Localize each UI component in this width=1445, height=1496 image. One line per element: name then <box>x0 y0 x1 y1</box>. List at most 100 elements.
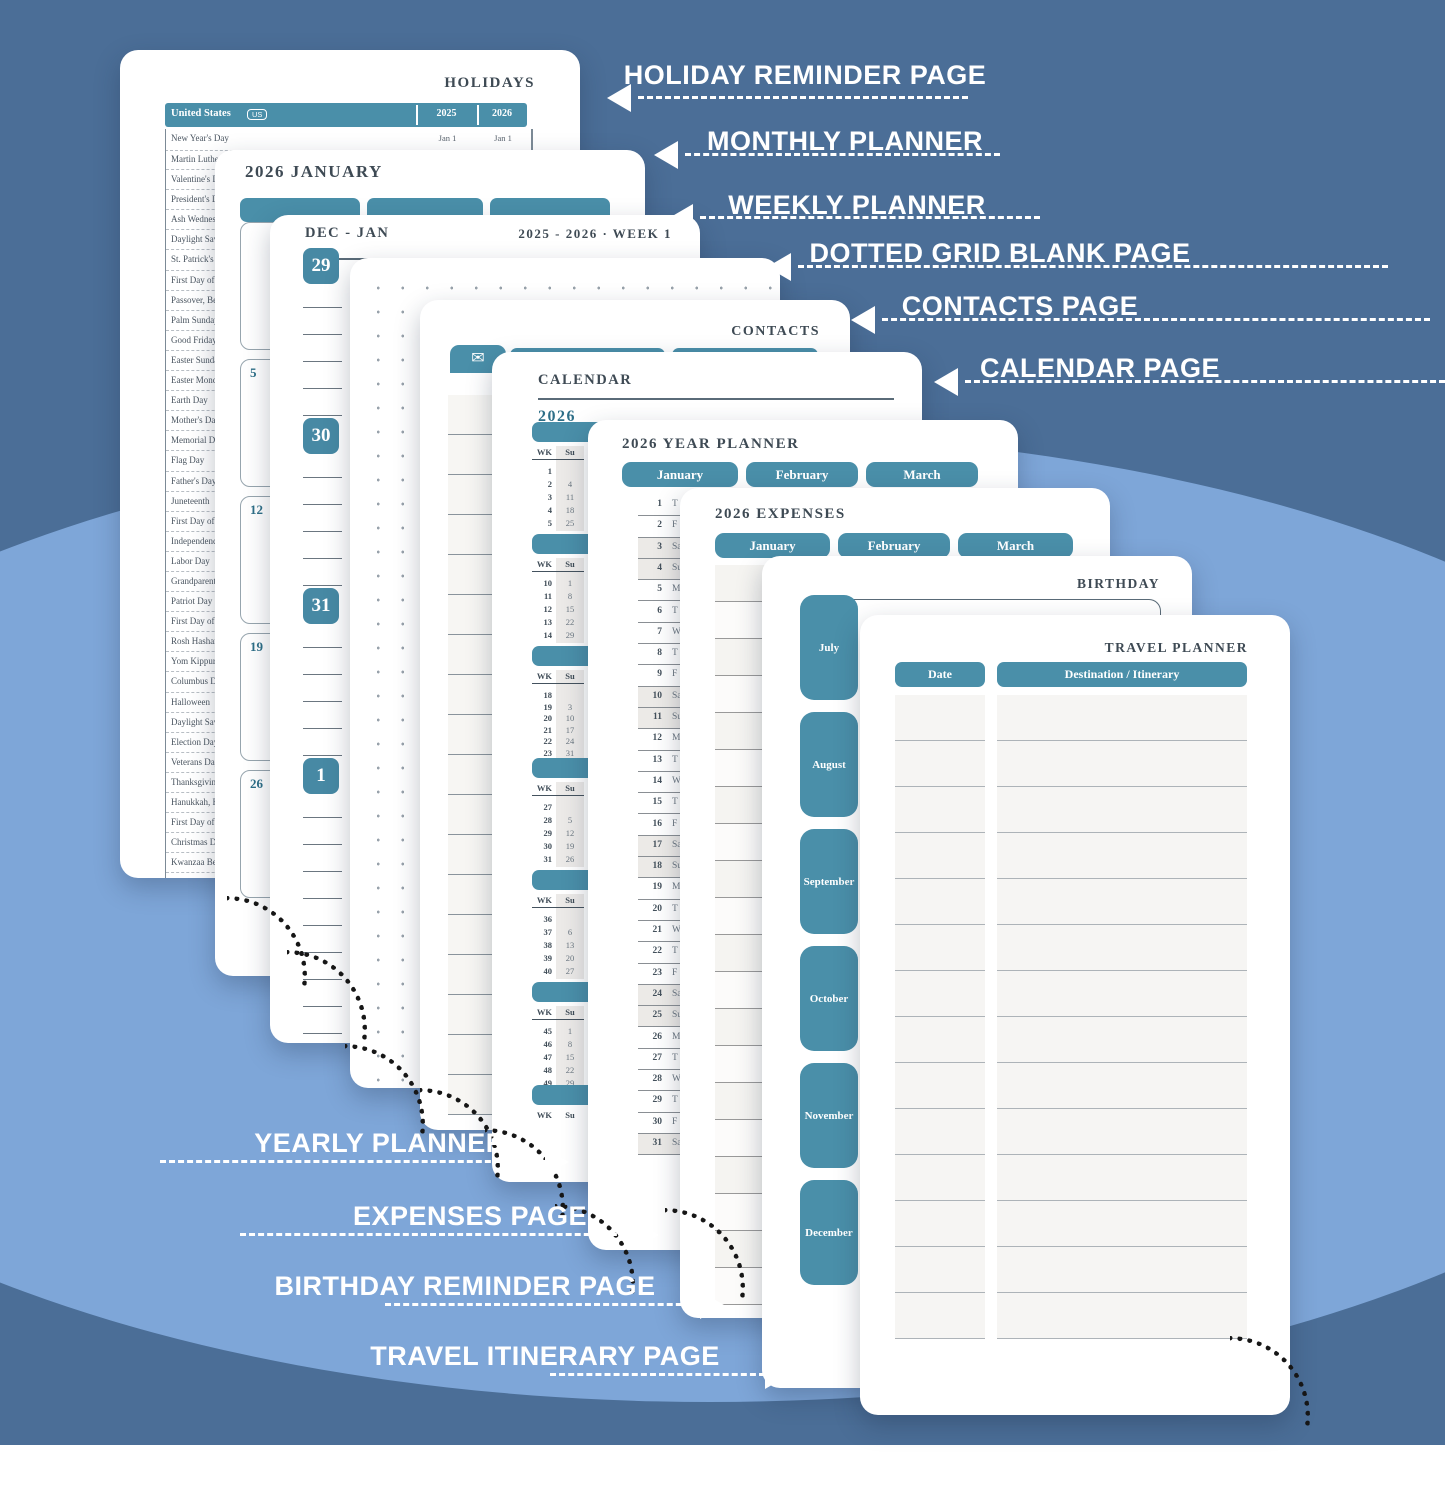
callout-line <box>240 1233 635 1236</box>
travel-destination-cell <box>997 971 1247 1017</box>
travel-destination-cell <box>997 833 1247 879</box>
calendar-sunday-date: 22 <box>565 617 575 627</box>
travel-date-cell <box>895 1017 985 1063</box>
travel-destination-cell <box>997 1109 1247 1155</box>
day-number: 11 <box>653 712 662 722</box>
calendar-sunday-date: 20 <box>565 953 575 963</box>
calendar-header-rule <box>532 571 584 572</box>
callout-line <box>700 216 1040 219</box>
callout-line <box>965 380 1445 383</box>
calendar-sunday-date: 4 <box>567 479 573 489</box>
arrow-left-icon <box>654 141 678 169</box>
calendar-sunday-date: 27 <box>565 966 575 976</box>
calendar-title: CALENDAR <box>538 372 633 388</box>
calendar-sunday-date: 6 <box>567 927 573 937</box>
month-button-february: February <box>838 533 950 558</box>
day-letter: M <box>672 584 681 595</box>
birthday-title: BIRTHDAY <box>1076 576 1160 591</box>
month-button-january: January <box>622 462 738 487</box>
day-letter: W <box>672 775 681 786</box>
calendar-col-su: Su <box>565 1007 575 1017</box>
callout-line <box>550 1373 765 1376</box>
travel-destination-cell <box>997 1155 1247 1201</box>
sunday-column-shade <box>556 782 584 867</box>
callout-expenses: EXPENSES PAGE <box>352 1201 588 1231</box>
day-letter: W <box>672 1074 681 1085</box>
day-number: 29 <box>652 1095 663 1106</box>
day-number: 25 <box>652 1010 663 1021</box>
weekly-rule-line <box>303 585 342 586</box>
arrow-left-icon <box>607 84 631 112</box>
day-number: 6 <box>657 605 662 616</box>
weekly-week-number: 2025 - 2026 · WEEK 1 <box>518 226 672 241</box>
day-number: 12 <box>652 733 663 744</box>
col-2025: 2025 <box>436 108 457 119</box>
calendar-sunday-date: 29 <box>565 1078 575 1088</box>
col-2026: 2026 <box>492 108 512 119</box>
monthly-title: 2026 JANUARY <box>245 162 383 181</box>
calendar-col-wk: WK <box>536 783 552 793</box>
travel-date-cell <box>895 1247 985 1293</box>
calendar-header-rule <box>532 459 584 460</box>
calendar-week-number: 14 <box>543 630 553 640</box>
birthday-tab-november: November <box>800 1063 858 1168</box>
calendar-sunday-date: 8 <box>567 591 573 601</box>
callout-holiday: HOLIDAY REMINDER PAGE <box>623 60 987 90</box>
sunday-column-shade <box>556 558 584 643</box>
day-letter: T <box>672 903 678 914</box>
calendar-col-su: Su <box>565 895 575 905</box>
callout-yearly: YEARLY PLANNER <box>254 1128 506 1158</box>
day-number: 15 <box>652 797 663 808</box>
weekly-rule-line <box>303 674 342 675</box>
day-number: 1 <box>657 499 662 509</box>
birthday-tab-october: October <box>800 946 858 1051</box>
sunday-column-shade <box>556 1006 584 1091</box>
weekly-rule-line <box>303 844 342 845</box>
travel-date-cell <box>895 1293 985 1339</box>
day-number: 14 <box>652 775 663 786</box>
day-number: 10 <box>652 690 663 701</box>
calendar-sunday-date: 24 <box>565 736 575 746</box>
calendar-week-number: 27 <box>543 802 553 812</box>
day-letter: Su <box>672 1010 683 1021</box>
calendar-title-rule <box>538 398 894 400</box>
calendar-week-number: 21 <box>543 724 553 735</box>
calendar-sunday-date: 15 <box>565 1052 575 1062</box>
calendar-week-number: 30 <box>543 841 553 851</box>
weekly-rule-line <box>303 817 342 818</box>
weekly-day-square: 31 <box>303 588 339 624</box>
weekly-rule-line <box>303 388 342 389</box>
day-letter: M <box>672 882 681 893</box>
calendar-week-number: 12 <box>543 604 553 614</box>
day-number: 30 <box>652 1116 663 1127</box>
calendar-week-number: 13 <box>543 617 553 627</box>
weekly-rule-line <box>303 415 342 416</box>
callout-travel: TRAVEL ITINERARY PAGE <box>370 1341 720 1371</box>
calendar-sunday-date: 1 <box>567 1026 573 1036</box>
day-letter: T <box>672 1095 678 1106</box>
calendar-week-number: 11 <box>543 591 552 601</box>
month-button-march: March <box>958 533 1073 558</box>
travel-date-cell <box>895 1155 985 1201</box>
calendar-col-su: Su <box>565 559 575 569</box>
weekly-day-square: 1 <box>303 758 339 794</box>
weekly-rule-line <box>303 701 342 702</box>
travel-title: TRAVEL PLANNER <box>1104 640 1248 655</box>
day-letter: T <box>672 797 678 808</box>
calendar-col-su: Su <box>565 1110 575 1120</box>
calendar-week-number: 48 <box>543 1065 553 1075</box>
travel-col-date: Date <box>895 662 985 687</box>
calendar-sunday-date: 3 <box>567 701 573 712</box>
callout-dotted: DOTTED GRID BLANK PAGE <box>809 238 1191 268</box>
weekly-rule-line <box>303 477 342 478</box>
day-letter: Sa <box>672 839 682 850</box>
calendar-week-number: 45 <box>543 1026 553 1036</box>
calendar-header-rule <box>532 1019 584 1020</box>
travel-destination-cell <box>997 1247 1247 1293</box>
envelope-icon: ✉ <box>471 350 485 367</box>
calendar-week-number: 19 <box>543 701 553 712</box>
calendar-sunday-date: 8 <box>567 1039 573 1049</box>
day-letter: Su <box>672 562 683 573</box>
day-letter: Sa <box>672 690 682 701</box>
birthday-tab-september: September <box>800 829 858 934</box>
